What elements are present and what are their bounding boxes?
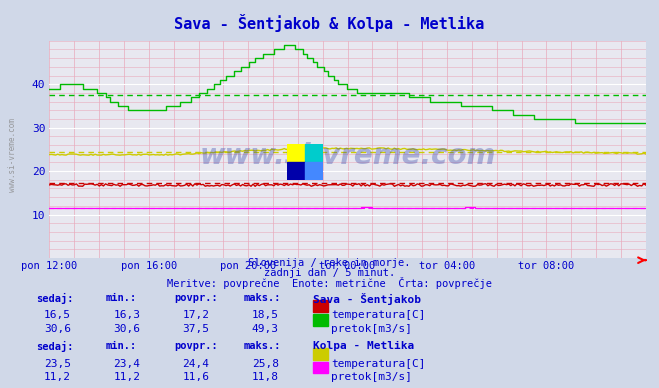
Bar xyxy=(304,162,323,180)
Text: Sava - Šentjakob & Kolpa - Metlika: Sava - Šentjakob & Kolpa - Metlika xyxy=(175,14,484,31)
Text: Slovenija / reke in morje.: Slovenija / reke in morje. xyxy=(248,258,411,268)
Text: 23,4: 23,4 xyxy=(113,359,140,369)
Text: 37,5: 37,5 xyxy=(183,324,210,334)
Text: 16,3: 16,3 xyxy=(113,310,140,320)
Text: 11,8: 11,8 xyxy=(252,372,279,382)
Text: Kolpa - Metlika: Kolpa - Metlika xyxy=(313,341,415,352)
Text: min.:: min.: xyxy=(105,341,136,352)
Text: 30,6: 30,6 xyxy=(44,324,71,334)
Text: 11,6: 11,6 xyxy=(183,372,210,382)
Text: min.:: min.: xyxy=(105,293,136,303)
Text: www.si-vreme.com: www.si-vreme.com xyxy=(8,118,17,192)
Text: 11,2: 11,2 xyxy=(113,372,140,382)
Text: 30,6: 30,6 xyxy=(113,324,140,334)
Text: povpr.:: povpr.: xyxy=(175,293,218,303)
Text: sedaj:: sedaj: xyxy=(36,341,74,352)
Text: 23,5: 23,5 xyxy=(44,359,71,369)
Text: pretok[m3/s]: pretok[m3/s] xyxy=(331,372,413,382)
Text: 17,2: 17,2 xyxy=(183,310,210,320)
Text: 25,8: 25,8 xyxy=(252,359,279,369)
Text: maks.:: maks.: xyxy=(244,293,281,303)
Text: sedaj:: sedaj: xyxy=(36,293,74,304)
Text: 11,2: 11,2 xyxy=(44,372,71,382)
Text: povpr.:: povpr.: xyxy=(175,341,218,352)
Text: pretok[m3/s]: pretok[m3/s] xyxy=(331,324,413,334)
Text: Meritve: povprečne  Enote: metrične  Črta: povprečje: Meritve: povprečne Enote: metrične Črta:… xyxy=(167,277,492,289)
Text: zadnji dan / 5 minut.: zadnji dan / 5 minut. xyxy=(264,268,395,278)
Text: 18,5: 18,5 xyxy=(252,310,279,320)
Text: maks.:: maks.: xyxy=(244,341,281,352)
Text: www.si-vreme.com: www.si-vreme.com xyxy=(200,142,496,170)
Bar xyxy=(304,144,323,162)
Text: Sava - Šentjakob: Sava - Šentjakob xyxy=(313,293,421,305)
Text: 49,3: 49,3 xyxy=(252,324,279,334)
Bar xyxy=(287,144,304,162)
Text: 16,5: 16,5 xyxy=(44,310,71,320)
Text: temperatura[C]: temperatura[C] xyxy=(331,359,426,369)
Text: temperatura[C]: temperatura[C] xyxy=(331,310,426,320)
Bar xyxy=(287,162,304,180)
Text: 24,4: 24,4 xyxy=(183,359,210,369)
